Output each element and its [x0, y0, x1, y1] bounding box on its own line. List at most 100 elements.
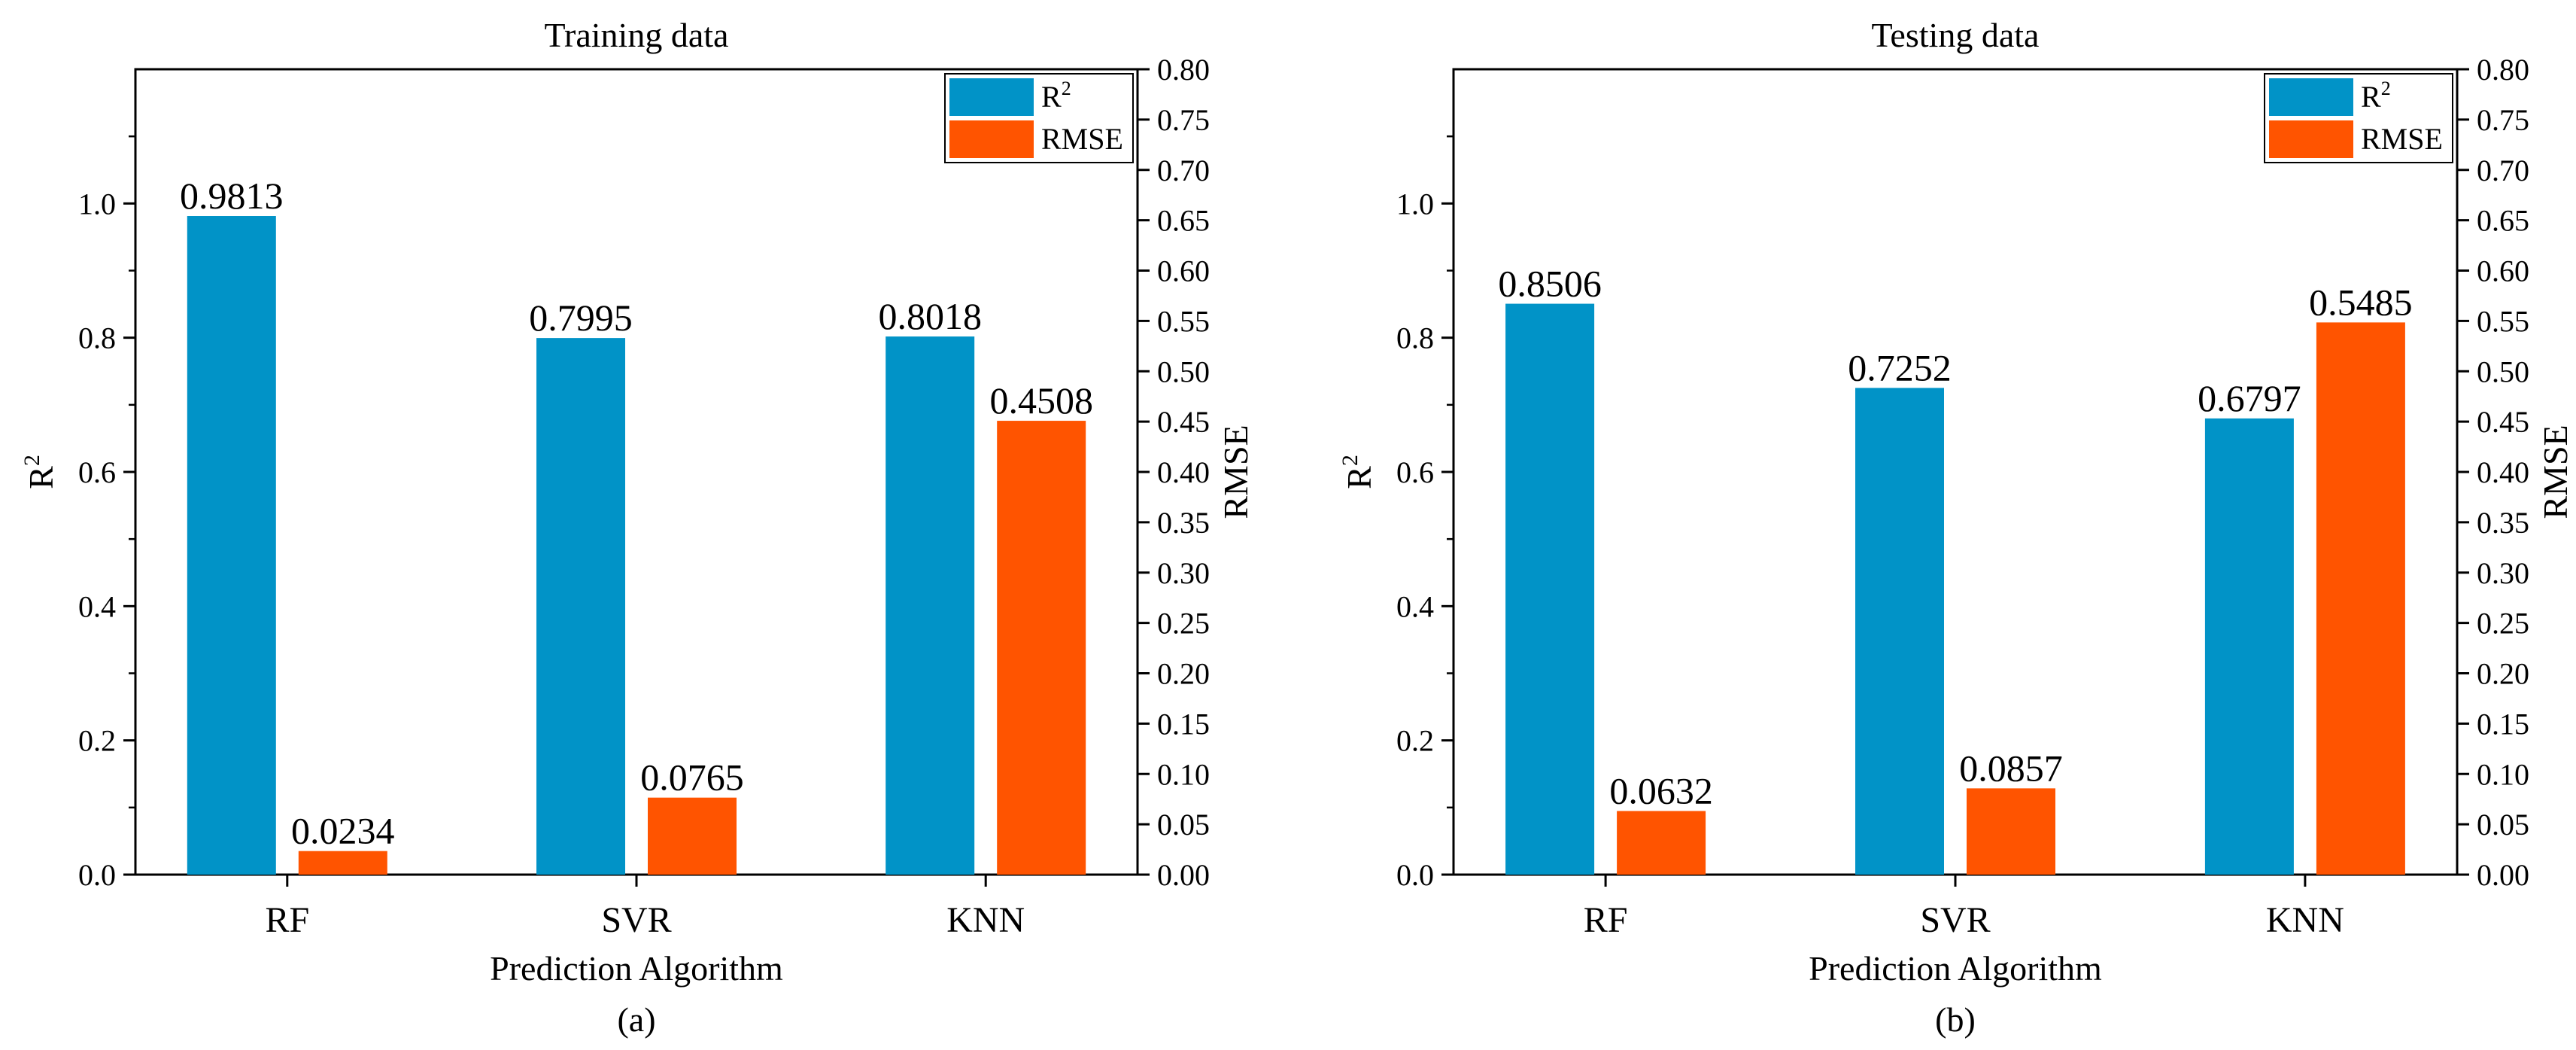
chart-title: Testing data [1872, 16, 2040, 54]
left-y-tick-label: 0.6 [1396, 455, 1434, 489]
plot-frame [1452, 68, 2459, 876]
left-y-tick-label: 0.8 [78, 321, 116, 355]
panel-label: (a) [617, 1000, 655, 1039]
left-y-tick-label: 0.2 [78, 724, 116, 758]
right-y-tick-label: 0.35 [1157, 506, 1210, 540]
r2-bar-knn [886, 336, 975, 875]
right-y-tick-label: 0.60 [2477, 254, 2529, 288]
left-y-tick-label: 0.0 [78, 858, 116, 892]
right-y-tick-label: 0.30 [1157, 556, 1210, 590]
rmse-data-label: 0.4508 [989, 379, 1093, 422]
right-y-tick-label: 0.70 [2477, 154, 2529, 187]
left-y-axis-title: R2 [1338, 455, 1378, 489]
legend: R2 RMSE [2264, 73, 2453, 163]
r2-data-label: 0.6797 [2198, 377, 2301, 419]
r2-bar-svr [1855, 388, 1944, 875]
right-y-tick-label: 0.25 [2477, 607, 2529, 641]
x-category-label: SVR [601, 900, 671, 940]
plot-frame [134, 68, 1139, 876]
left-y-axis-title-base: R [1340, 466, 1378, 489]
x-category-label: RF [1584, 900, 1628, 940]
right-y-tick-label: 0.65 [2477, 204, 2529, 238]
right-y-tick-label: 0.15 [2477, 707, 2529, 741]
right-y-tick-label: 0.20 [2477, 657, 2529, 691]
legend-label-r2: R2 [1041, 78, 1071, 114]
right-y-tick-label: 0.45 [2477, 405, 2529, 439]
right-y-tick-label: 0.10 [1157, 757, 1210, 791]
rmse-bar-knn [997, 421, 1086, 875]
left-y-tick-label: 0.4 [78, 589, 116, 623]
left-y-tick-label: 0.2 [1396, 724, 1434, 758]
right-y-tick-label: 0.35 [2477, 506, 2529, 540]
legend-swatch-rmse [2269, 120, 2353, 158]
r2-data-label: 0.8506 [1498, 263, 1602, 305]
right-y-tick-label: 0.80 [2477, 53, 2529, 87]
rmse-data-label: 0.0765 [640, 756, 744, 799]
left-y-axis-title: R2 [20, 455, 60, 489]
right-y-tick-label: 0.40 [2477, 455, 2529, 489]
r2-bar-rf [1505, 303, 1595, 875]
left-y-tick-label: 1.0 [1396, 187, 1434, 221]
legend-label-base: RMSE [2361, 122, 2443, 156]
right-y-tick-label: 0.00 [2477, 858, 2529, 892]
left-y-axis-title-sup: 2 [20, 455, 44, 466]
left-y-tick-label: 0.0 [1396, 858, 1434, 892]
r2-data-label: 0.7995 [529, 297, 633, 339]
legend-swatch-rmse [949, 120, 1034, 158]
x-category-label: KNN [2266, 900, 2344, 940]
right-y-tick-label: 0.50 [2477, 355, 2529, 388]
legend-label-base: R [2361, 80, 2381, 114]
panel-label: (b) [1935, 1000, 1976, 1039]
legend-label-sup: 2 [1062, 78, 1071, 99]
rmse-data-label: 0.5485 [2309, 281, 2413, 323]
legend-swatch-r2 [2269, 78, 2353, 116]
right-y-tick-label: 0.25 [1157, 607, 1210, 641]
right-y-tick-label: 0.20 [1157, 657, 1210, 691]
rmse-data-label: 0.0234 [291, 810, 395, 852]
rmse-data-label: 0.0632 [1609, 769, 1713, 811]
rmse-bar-svr [1967, 788, 2055, 875]
legend-label-base: RMSE [1041, 122, 1123, 156]
right-y-tick-label: 0.55 [1157, 304, 1210, 338]
right-y-axis-title: RMSE [1217, 425, 1255, 519]
right-y-tick-label: 0.50 [1157, 355, 1210, 388]
legend-label-r2: R2 [2361, 78, 2391, 114]
x-axis-title: Prediction Algorithm [490, 949, 783, 988]
right-y-tick-label: 0.15 [1157, 707, 1210, 741]
legend-label-rmse: RMSE [1041, 122, 1123, 156]
right-y-tick-label: 0.75 [1157, 103, 1210, 137]
left-y-tick-label: 0.4 [1396, 589, 1434, 623]
left-y-tick-label: 0.8 [1396, 321, 1434, 355]
x-category-label: SVR [1920, 900, 1990, 940]
right-y-tick-label: 0.60 [1157, 254, 1210, 288]
r2-bar-knn [2204, 418, 2294, 875]
right-y-tick-label: 0.75 [2477, 103, 2529, 137]
left-y-tick-label: 0.6 [78, 455, 116, 489]
legend-swatch-r2 [949, 78, 1034, 116]
chart-title: Training data [545, 16, 729, 54]
rmse-bar-rf [298, 851, 387, 875]
x-category-label: KNN [946, 900, 1025, 940]
left-y-axis-title-base: R [22, 466, 60, 489]
r2-data-label: 0.8018 [878, 295, 982, 337]
right-y-tick-label: 0.05 [1157, 808, 1210, 842]
right-y-tick-label: 0.00 [1157, 858, 1210, 892]
r2-data-label: 0.7252 [1848, 346, 1952, 388]
chart-panel-2: Testing data 0.0 0.2 0.4 0.6 0.8 1.0 0.00 0.05 0.… [1338, 16, 2574, 1039]
left-y-axis-title-sup: 2 [1338, 455, 1362, 466]
right-y-tick-label: 0.10 [2477, 757, 2529, 791]
right-y-tick-label: 0.55 [2477, 304, 2529, 338]
right-y-tick-label: 0.80 [1157, 53, 1210, 87]
x-axis-title: Prediction Algorithm [1809, 949, 2102, 988]
x-category-label: RF [265, 900, 309, 940]
r2-data-label: 0.9813 [180, 175, 284, 217]
legend: R2 RMSE [944, 73, 1134, 163]
right-y-tick-label: 0.65 [1157, 204, 1210, 238]
right-y-axis-title: RMSE [2536, 425, 2574, 519]
rmse-bar-rf [1617, 811, 1706, 875]
right-y-tick-label: 0.70 [1157, 154, 1210, 187]
rmse-bar-svr [648, 797, 737, 875]
rmse-data-label: 0.0857 [1959, 747, 2063, 789]
right-y-tick-label: 0.30 [2477, 556, 2529, 590]
